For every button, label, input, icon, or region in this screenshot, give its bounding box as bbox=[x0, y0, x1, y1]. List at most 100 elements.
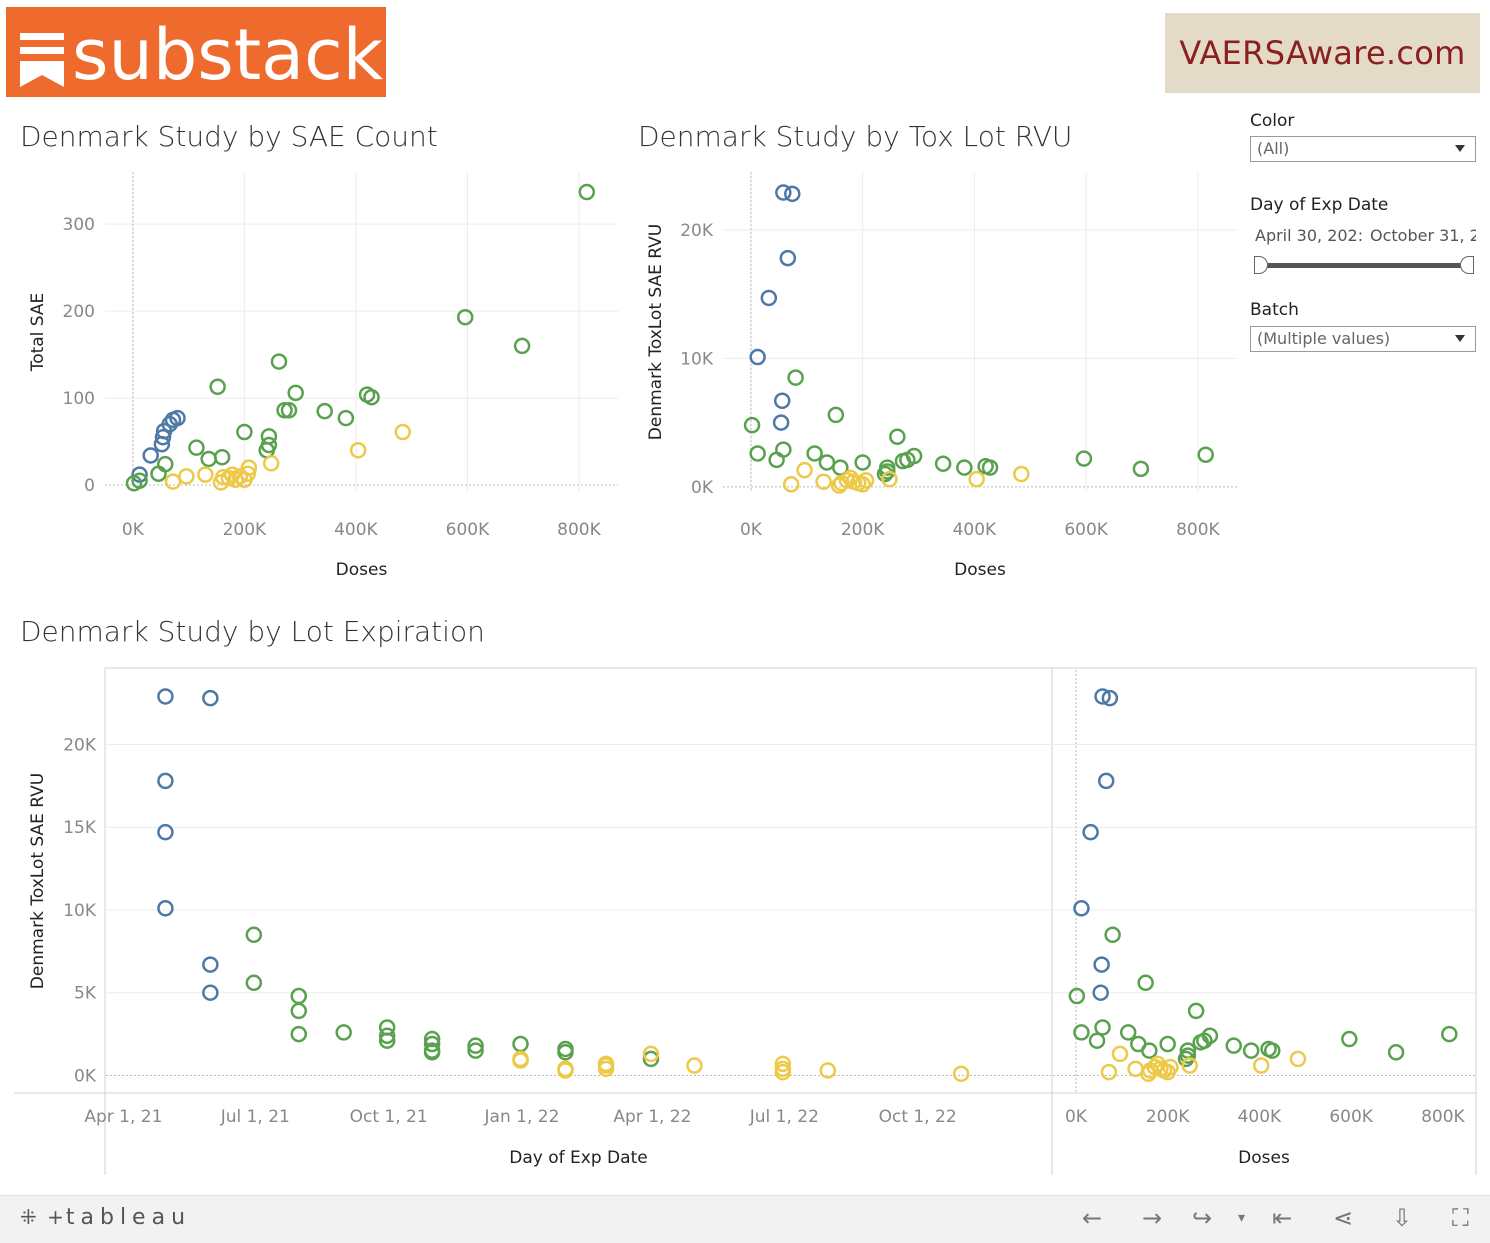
green-data-point bbox=[423, 1035, 441, 1053]
y-axis-title: Denmark ToxLot SAE RVU bbox=[646, 224, 666, 440]
green-data-point bbox=[1159, 1035, 1176, 1053]
substack-wordmark: substack bbox=[72, 14, 384, 96]
green-data-point bbox=[743, 416, 761, 434]
redo-icon[interactable]: → bbox=[1142, 1204, 1163, 1232]
sae-count-pane: 0 100 200 300 0K 200K 400K 600K 800K Doses Total S… bbox=[28, 172, 618, 580]
green-data-point bbox=[1225, 1037, 1242, 1054]
blue-data-point bbox=[202, 956, 219, 973]
x-tick-label: Oct 1, 22 bbox=[879, 1107, 957, 1127]
yellow-data-point bbox=[394, 423, 412, 441]
slider-handle-start[interactable] bbox=[1254, 256, 1268, 274]
substack-logo[interactable]: substack bbox=[6, 7, 386, 97]
vaersaware-logo[interactable]: VAERSAware.com bbox=[1165, 13, 1480, 93]
yellow-data-point bbox=[857, 472, 875, 489]
green-data-point bbox=[1094, 1019, 1111, 1036]
y-tick-label: 10K bbox=[680, 349, 714, 369]
tableau-footer: ⁜ +tableau ← → ↪ ▾ ⇤ ⋖ ⇩ ⛶ bbox=[0, 1195, 1490, 1243]
green-data-point bbox=[827, 406, 845, 424]
green-data-point bbox=[287, 384, 304, 402]
y-tick-label: 100 bbox=[63, 389, 95, 409]
blue-data-point bbox=[784, 185, 801, 203]
green-data-point bbox=[290, 987, 308, 1005]
green-data-point bbox=[423, 1042, 441, 1059]
x-tick-label: 800K bbox=[557, 520, 601, 540]
green-data-point bbox=[316, 402, 333, 420]
lot-expiration-scatter-chart[interactable]: 0K 5K 10K 15K 20K Apr 1, 21 Jul 1, 21 Oct 1, 21… bbox=[0, 650, 1490, 1190]
revert-dropdown-icon[interactable]: ▾ bbox=[1238, 1210, 1246, 1226]
yellow-data-point bbox=[239, 465, 256, 482]
date-filter-start[interactable]: April 30, 202: bbox=[1255, 226, 1363, 245]
tableau-cross-icon: ⁜ + bbox=[20, 1205, 66, 1229]
green-data-point bbox=[1197, 446, 1214, 463]
green-data-point bbox=[1387, 1044, 1405, 1061]
date-filter-end[interactable]: October 31, 2 bbox=[1370, 226, 1476, 245]
fullscreen-icon[interactable]: ⛶ bbox=[1452, 1204, 1469, 1232]
yellow-data-point bbox=[1181, 1057, 1198, 1074]
green-data-point bbox=[423, 1030, 441, 1048]
green-data-point bbox=[889, 428, 906, 445]
blue-data-point bbox=[157, 900, 174, 917]
x-tick-label: Apr 1, 21 bbox=[84, 1107, 162, 1127]
batch-filter-dropdown[interactable]: (Multiple values) bbox=[1250, 326, 1476, 352]
reset-icon[interactable]: ⇤ bbox=[1272, 1204, 1293, 1232]
green-data-point bbox=[806, 445, 823, 462]
green-data-point bbox=[337, 409, 355, 427]
date-range-slider[interactable] bbox=[1254, 256, 1474, 276]
x-axis-title: Doses bbox=[954, 560, 1006, 580]
green-data-point bbox=[557, 1040, 574, 1058]
yellow-data-point bbox=[815, 473, 832, 490]
blue-data-point bbox=[773, 392, 791, 410]
blue-data-point bbox=[169, 409, 186, 427]
blue-data-point bbox=[142, 447, 159, 464]
green-data-point bbox=[363, 388, 380, 406]
yellow-data-point bbox=[220, 469, 238, 487]
yellow-data-point bbox=[881, 470, 898, 488]
download-icon[interactable]: ⇩ bbox=[1392, 1204, 1413, 1232]
green-data-point bbox=[290, 1025, 308, 1043]
green-data-point bbox=[335, 1024, 352, 1041]
slider-track bbox=[1262, 263, 1466, 268]
green-data-point bbox=[513, 337, 531, 355]
blue-data-point bbox=[202, 689, 219, 707]
x-tick-label: 800K bbox=[1421, 1107, 1465, 1127]
x-axis-title: Doses bbox=[336, 560, 388, 580]
green-data-point bbox=[200, 450, 217, 468]
chevron-down-icon bbox=[1455, 145, 1465, 152]
blue-data-point bbox=[1094, 688, 1111, 705]
batch-filter-value: (Multiple values) bbox=[1257, 329, 1391, 348]
green-data-point bbox=[467, 1042, 484, 1059]
green-data-point bbox=[236, 423, 253, 441]
green-data-point bbox=[131, 472, 148, 489]
green-data-point bbox=[245, 974, 263, 992]
yellow-data-point bbox=[774, 1060, 792, 1078]
share-icon[interactable]: ⋖ bbox=[1333, 1204, 1354, 1232]
yellow-data-point bbox=[262, 455, 280, 472]
tableau-logo[interactable]: ⁜ +tableau bbox=[20, 1205, 192, 1230]
sae-count-scatter-chart[interactable]: 0 100 200 300 0K 200K 400K 600K 800K Doses Total S… bbox=[0, 160, 625, 590]
color-filter-dropdown[interactable]: (All) bbox=[1250, 136, 1476, 162]
tox-lot-rvu-pane: 0K 10K 20K 0K 200K 400K 600K 800K Doses Denmark T… bbox=[646, 172, 1237, 580]
green-data-point bbox=[879, 459, 896, 476]
y-tick-label: 20K bbox=[63, 735, 97, 755]
yellow-data-point bbox=[642, 1045, 660, 1063]
x-tick-label: 400K bbox=[953, 520, 997, 540]
green-data-point bbox=[1132, 460, 1150, 478]
blue-data-point bbox=[157, 823, 174, 841]
green-data-point bbox=[1264, 1042, 1281, 1059]
revert-icon[interactable]: ↪ bbox=[1192, 1204, 1213, 1232]
undo-icon[interactable]: ← bbox=[1082, 1204, 1103, 1232]
green-data-point bbox=[156, 455, 174, 473]
tox-lot-rvu-scatter-chart[interactable]: 0K 10K 20K 0K 200K 400K 600K 800K Doses Denmark T… bbox=[625, 160, 1245, 590]
x-tick-label: 400K bbox=[1238, 1107, 1282, 1127]
x-tick-label: Jul 1, 21 bbox=[220, 1107, 290, 1127]
date-filter-label: Day of Exp Date bbox=[1250, 195, 1389, 215]
yellow-data-point bbox=[819, 1062, 837, 1079]
x-tick-label: 200K bbox=[223, 520, 267, 540]
blue-data-point bbox=[772, 414, 790, 431]
green-data-point bbox=[749, 445, 766, 462]
y-tick-label: 200 bbox=[63, 302, 95, 322]
slider-handle-end[interactable] bbox=[1460, 256, 1474, 274]
yellow-data-point bbox=[838, 472, 856, 489]
blue-data-point bbox=[1097, 772, 1115, 790]
green-data-point bbox=[467, 1037, 484, 1054]
